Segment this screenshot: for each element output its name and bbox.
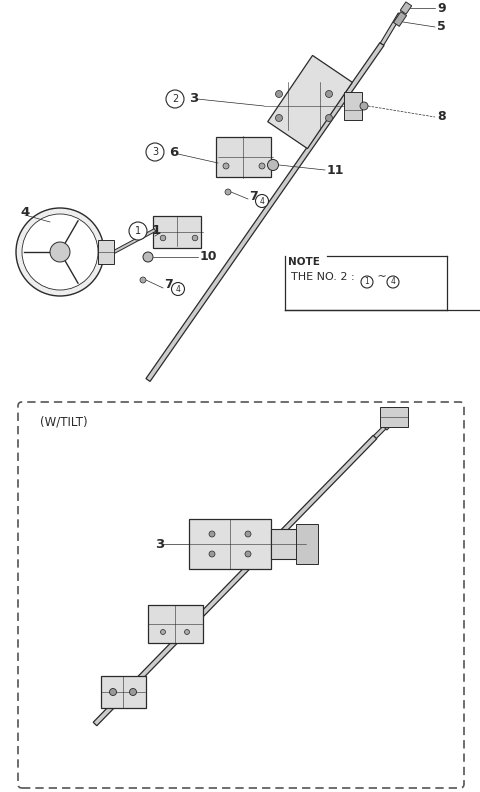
Circle shape (361, 276, 373, 288)
Text: THE NO. 2 :: THE NO. 2 : (291, 272, 358, 282)
Text: 7: 7 (249, 189, 258, 203)
Bar (296, 524, 318, 564)
Text: 1: 1 (135, 226, 141, 236)
Bar (344, 92, 362, 120)
Circle shape (171, 283, 184, 295)
Text: 6: 6 (169, 146, 178, 158)
Polygon shape (391, 409, 403, 421)
Polygon shape (382, 416, 396, 430)
Text: 8: 8 (437, 111, 445, 124)
Circle shape (129, 222, 147, 240)
Polygon shape (380, 13, 402, 45)
Circle shape (184, 630, 190, 634)
Bar (271, 529, 306, 559)
Circle shape (16, 208, 104, 296)
Polygon shape (146, 43, 384, 382)
Text: ~: ~ (374, 272, 390, 282)
Text: 2: 2 (172, 94, 178, 104)
Circle shape (50, 242, 70, 262)
Bar (98, 240, 114, 264)
Polygon shape (153, 216, 201, 248)
Text: 4: 4 (176, 284, 180, 294)
Text: (W/TILT): (W/TILT) (40, 416, 88, 428)
Polygon shape (373, 417, 395, 439)
Text: 3: 3 (189, 93, 198, 105)
Circle shape (209, 531, 215, 537)
Polygon shape (100, 676, 145, 708)
Text: 4: 4 (20, 205, 29, 219)
Circle shape (109, 688, 117, 695)
Text: 11: 11 (327, 163, 345, 177)
Text: 4: 4 (260, 196, 264, 205)
Circle shape (267, 159, 278, 170)
Circle shape (325, 90, 333, 97)
Circle shape (259, 163, 265, 169)
Circle shape (22, 214, 98, 290)
Circle shape (223, 163, 229, 169)
Circle shape (387, 276, 399, 288)
Text: 3: 3 (155, 538, 164, 550)
Text: 4: 4 (391, 277, 396, 287)
Bar (380, 407, 408, 427)
Polygon shape (400, 2, 412, 14)
Circle shape (255, 195, 268, 208)
Circle shape (143, 252, 153, 262)
Circle shape (276, 90, 283, 97)
Circle shape (146, 143, 164, 161)
Circle shape (325, 115, 333, 121)
Polygon shape (268, 55, 352, 149)
Polygon shape (189, 519, 271, 569)
Text: 7: 7 (164, 277, 173, 291)
Text: 10: 10 (200, 250, 217, 264)
Polygon shape (113, 229, 156, 253)
Text: NOTE: NOTE (288, 257, 320, 267)
Polygon shape (216, 137, 271, 177)
Text: 9: 9 (437, 2, 445, 14)
Circle shape (360, 102, 368, 110)
Circle shape (140, 277, 146, 283)
Circle shape (245, 531, 251, 537)
Circle shape (276, 115, 283, 121)
Circle shape (192, 235, 198, 241)
Polygon shape (394, 12, 407, 26)
Circle shape (225, 189, 231, 195)
Circle shape (166, 90, 184, 108)
Circle shape (160, 235, 166, 241)
Circle shape (209, 551, 215, 557)
Polygon shape (93, 436, 377, 725)
Polygon shape (147, 605, 203, 643)
Circle shape (160, 630, 166, 634)
Text: 1: 1 (365, 277, 370, 287)
Circle shape (130, 688, 136, 695)
Text: 3: 3 (152, 147, 158, 157)
Text: 5: 5 (437, 21, 446, 33)
Circle shape (245, 551, 251, 557)
Text: 1: 1 (152, 224, 161, 238)
